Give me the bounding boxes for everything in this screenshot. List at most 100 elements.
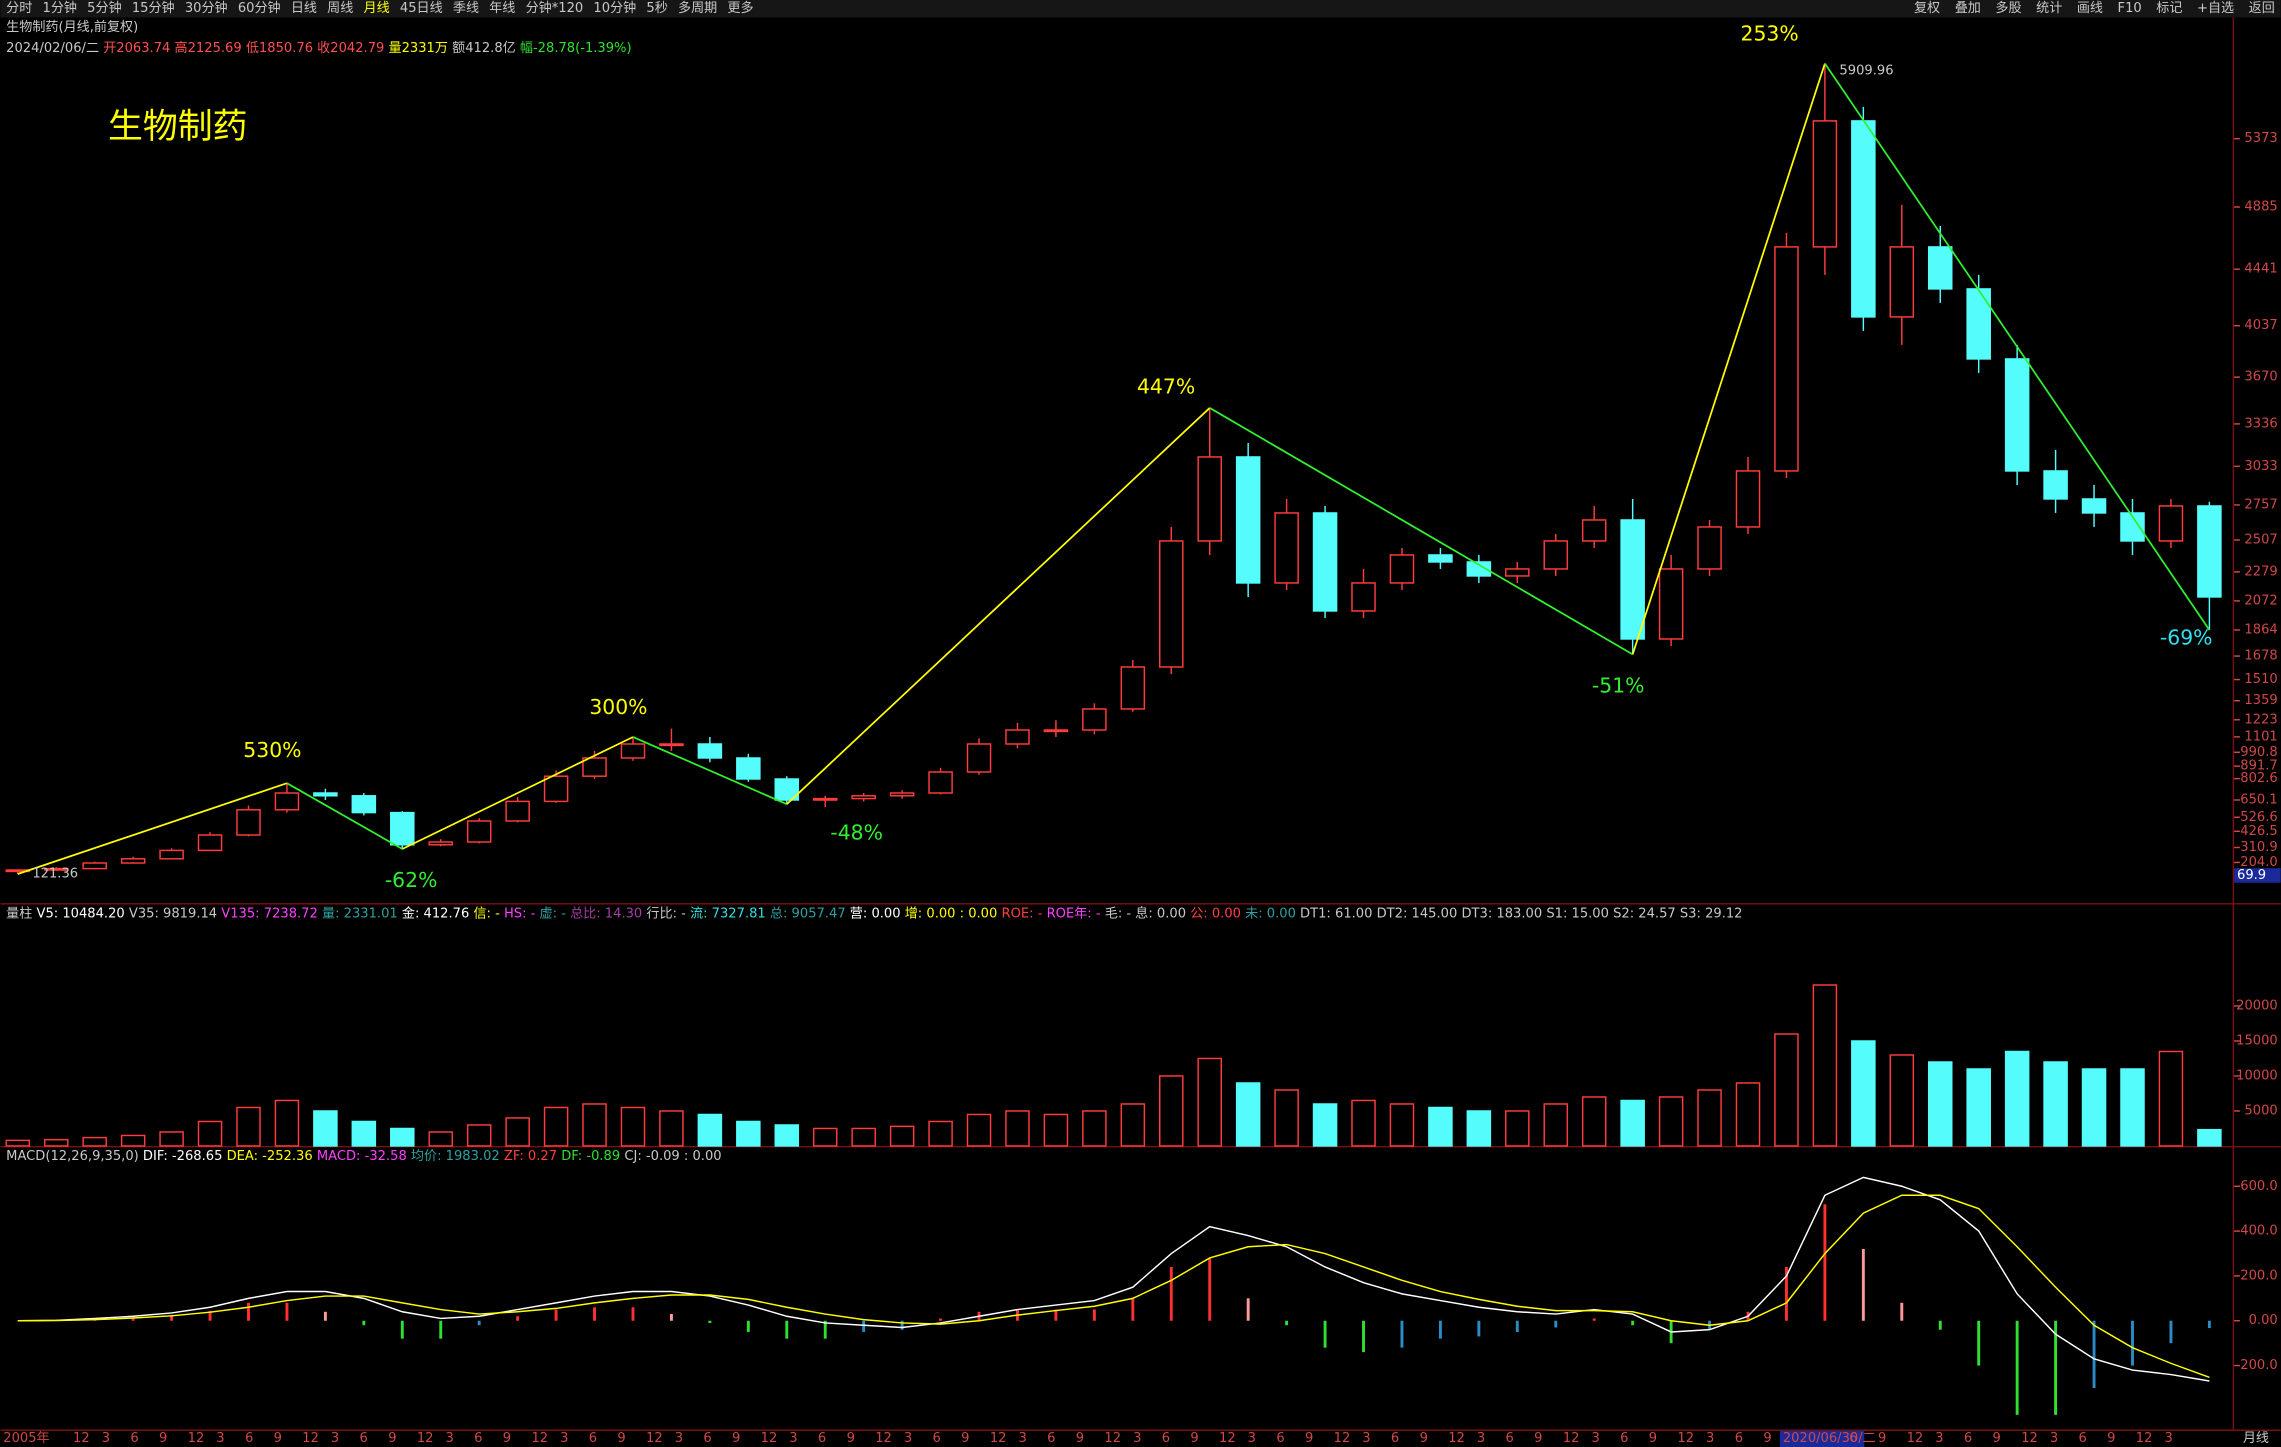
trend-line <box>786 407 1211 805</box>
volume-bar <box>1620 1099 1645 1147</box>
x-tick-label: 3 <box>216 1431 224 1446</box>
toolbar-tab[interactable]: 60分钟 <box>238 0 281 16</box>
info-item: DIF: -268.65 <box>143 1149 227 1164</box>
volume-bar <box>1389 1103 1415 1147</box>
toolbar-button[interactable]: 画线 <box>2077 0 2103 16</box>
volume-bar <box>236 1106 261 1147</box>
x-tick-label: 12 <box>1448 1431 1465 1446</box>
volume-bar <box>2081 1068 2107 1147</box>
volume-bar <box>1774 1033 1799 1147</box>
volume-bar <box>543 1106 569 1147</box>
toolbar-tab[interactable]: 5分钟 <box>87 0 121 16</box>
x-tick-label: 12 <box>761 1431 778 1446</box>
toolbar-button[interactable]: 统计 <box>2036 0 2062 16</box>
candle-body <box>2158 505 2184 542</box>
toolbar-tab[interactable]: 分钟*120 <box>526 0 584 16</box>
volume-bar <box>1274 1089 1299 1147</box>
x-tick-label: 9 <box>1649 1431 1657 1446</box>
toolbar-button[interactable]: 复权 <box>1914 0 1940 16</box>
y-tick-label: 990.8 <box>2240 745 2277 760</box>
candle-body <box>428 841 454 846</box>
x-tick-label: 12 <box>1907 1431 1924 1446</box>
x-tick-label: 6 <box>1620 1431 1628 1446</box>
toolbar-tab[interactable]: 季线 <box>453 0 479 16</box>
info-item: 未: 0.00 <box>1245 905 1300 921</box>
candle-body <box>1197 456 1222 542</box>
y-tick-label: 426.5 <box>2240 824 2277 839</box>
info-item: 虚: - <box>540 905 571 921</box>
toolbar-button[interactable]: +自选 <box>2197 0 2234 16</box>
toolbar-tab[interactable]: 年线 <box>489 0 515 16</box>
x-tick-label: 6 <box>1162 1431 1170 1446</box>
y-tick-label: 1510 <box>2244 672 2277 687</box>
info-item: 量柱 <box>6 905 36 921</box>
volume-bar <box>2043 1061 2068 1147</box>
y-tick-label: 15000 <box>2236 1033 2278 1048</box>
x-tick-label: 3 <box>904 1431 912 1446</box>
toolbar-tab[interactable]: 多周期 <box>678 0 717 16</box>
toolbar-button[interactable]: F10 <box>2118 1 2142 16</box>
info-item: CJ: -0.09 : 0.00 <box>624 1149 721 1164</box>
candle-body <box>1505 568 1530 577</box>
x-tick-label: 9 <box>961 1431 969 1446</box>
candle-body <box>2197 505 2222 598</box>
volume-bar <box>5 1139 31 1147</box>
y-tick-label: 200.0 <box>2240 1268 2277 1283</box>
candle-body <box>851 795 876 800</box>
toolbar-tab[interactable]: 更多 <box>727 0 753 16</box>
side-tag: 69.9 <box>2237 868 2266 883</box>
toolbar-tab[interactable]: 30分钟 <box>185 0 228 16</box>
toolbar-tab[interactable]: 1分钟 <box>43 0 77 16</box>
candle-body <box>313 792 338 797</box>
info-item: 增: 0.00 : 0.00 <box>905 905 1002 921</box>
x-tick-label: 2020/06/30/二 <box>1783 1431 1876 1446</box>
info-item: 收2042.79 <box>317 39 388 55</box>
candle-body <box>274 792 300 811</box>
volume-bar <box>1005 1110 1030 1147</box>
volume-bar <box>620 1106 646 1147</box>
x-tick-label: 9 <box>1878 1431 1886 1446</box>
y-tick-label: 4441 <box>2244 262 2277 277</box>
info-item: HS: - <box>504 906 540 921</box>
info-item: V135: 7238.72 <box>221 906 322 921</box>
toolbar-tab[interactable]: 日线 <box>291 0 317 16</box>
toolbar-button[interactable]: 返回 <box>2249 0 2275 16</box>
toolbar-tab[interactable]: 分时 <box>6 0 32 16</box>
toolbar-tab[interactable]: 10分钟 <box>593 0 636 16</box>
candle-body <box>1620 519 1645 640</box>
toolbar-tab[interactable]: 15分钟 <box>132 0 175 16</box>
x-tick-label: 12 <box>1334 1431 1351 1446</box>
candle-body <box>1082 708 1107 731</box>
info-item: ROE年: - <box>1047 905 1105 921</box>
x-tick-label: 9 <box>1534 1431 1542 1446</box>
toolbar-tab[interactable]: 周线 <box>327 0 353 16</box>
info-item: DEA: -252.36 <box>227 1149 317 1164</box>
volume-bar <box>428 1131 454 1147</box>
volume-bar <box>1428 1106 1453 1147</box>
x-tick-label: 12 <box>1104 1431 1121 1446</box>
x-tick-label: 9 <box>1420 1431 1428 1446</box>
y-tick-label: 891.7 <box>2240 759 2277 774</box>
candle-body <box>543 775 569 803</box>
candle-body <box>466 820 492 843</box>
toolbar-button[interactable]: 标记 <box>2156 0 2182 16</box>
volume-bar <box>1889 1054 1915 1147</box>
volume-bar <box>1235 1082 1261 1147</box>
toolbar-tab[interactable]: 45日线 <box>400 0 443 16</box>
candle-body <box>505 800 530 822</box>
toolbar-button[interactable]: 叠加 <box>1955 0 1981 16</box>
x-tick-label: 9 <box>617 1431 625 1446</box>
volume-bar <box>774 1124 800 1147</box>
x-tick-label: 3 <box>560 1431 568 1446</box>
toolbar-tab[interactable]: 月线 <box>364 0 390 16</box>
low-label: 121.36 <box>32 867 78 882</box>
chart-title: 生物制药 <box>108 107 248 147</box>
toolbar-button[interactable]: 多股 <box>1995 0 2021 16</box>
toolbar-tab[interactable]: 5秒 <box>646 0 667 16</box>
volume-bar <box>351 1120 377 1147</box>
volume-bar <box>120 1134 146 1147</box>
candle-body <box>1658 568 1684 640</box>
x-tick-label: 9 <box>1763 1431 1771 1446</box>
candle-body <box>582 757 607 777</box>
